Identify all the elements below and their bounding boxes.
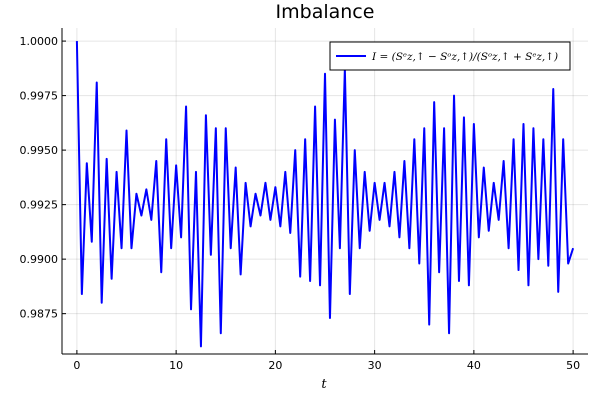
x-tick-label: 50 [566,359,580,372]
legend-label: I = (Sᵉz,↑ − Sᵒz,↑)/(Sᵒz,↑ + Sᵉz,↑) [371,51,558,63]
x-axis-label: t [321,377,327,392]
x-tick-label: 30 [368,359,382,372]
x-tick-label: 20 [268,359,282,372]
y-tick-label: 1.0000 [20,35,59,48]
y-tick-label: 0.9950 [20,144,59,157]
legend-box [329,41,571,71]
y-tick-label: 0.9975 [20,90,59,103]
y-tick-label: 0.9900 [20,253,59,266]
y-tick-label: 0.9925 [20,199,59,212]
x-tick-label: 40 [467,359,481,372]
chart-title: Imbalance [276,1,375,23]
y-tick-label: 0.9875 [20,308,59,321]
x-tick-label: 10 [169,359,183,372]
line-series [75,41,575,348]
x-tick-label: 0 [73,359,80,372]
